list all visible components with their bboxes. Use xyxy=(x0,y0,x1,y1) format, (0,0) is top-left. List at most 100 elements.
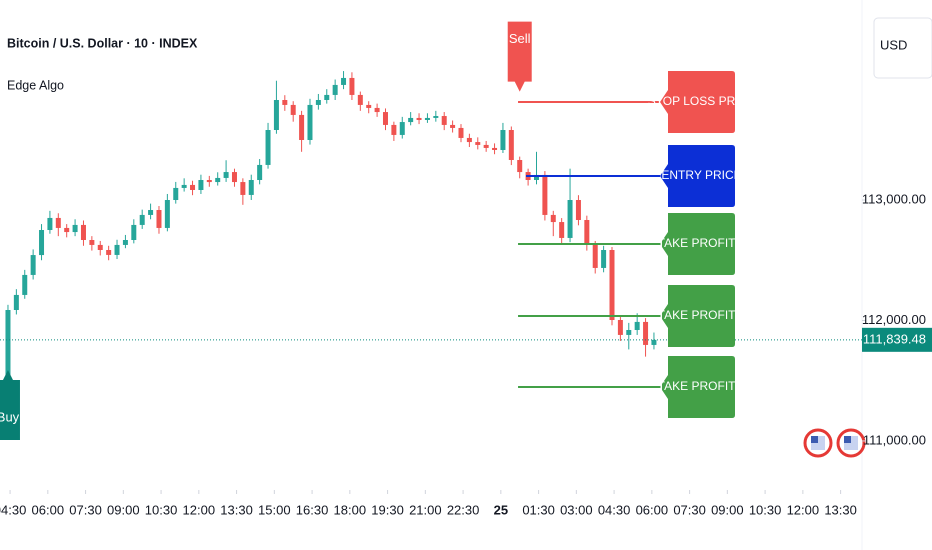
x-tick-label: 10:30 xyxy=(145,502,178,517)
x-tick-label: 13:30 xyxy=(824,502,857,517)
candle-body xyxy=(626,330,632,335)
candle-body xyxy=(492,147,498,150)
candle-body xyxy=(148,210,154,215)
x-tick-label: 01:30 xyxy=(522,502,555,517)
x-tick-label: 18:00 xyxy=(334,502,367,517)
x-tick-label: 06:00 xyxy=(32,502,65,517)
candle-body xyxy=(64,227,70,233)
last-price-box xyxy=(862,327,932,352)
flag-icon[interactable] xyxy=(836,428,866,458)
flag-icon[interactable] xyxy=(803,428,833,458)
x-tick-label: 22:30 xyxy=(447,502,480,517)
candle-body xyxy=(139,214,145,225)
x-tick-label: 06:00 xyxy=(636,502,669,517)
candle-body xyxy=(265,130,271,165)
x-tick-label: 03:00 xyxy=(560,502,593,517)
y-tick-label: 111,000.00 xyxy=(863,432,926,447)
currency-box[interactable] xyxy=(873,17,932,79)
candle-body xyxy=(248,180,254,195)
candle-body xyxy=(223,172,229,178)
candle-body xyxy=(559,222,565,238)
candle-body xyxy=(382,112,388,125)
candle-body xyxy=(475,142,481,145)
candle-body xyxy=(550,214,556,223)
candle-body xyxy=(651,339,657,345)
y-tick-label: 113,000.00 xyxy=(862,191,926,206)
candle-body xyxy=(114,244,120,255)
x-tick-label: 25 xyxy=(494,502,508,517)
candle-body xyxy=(450,124,456,128)
candle-body xyxy=(500,130,506,150)
candle-body xyxy=(30,255,36,275)
candle-body xyxy=(273,100,279,130)
candle-body xyxy=(282,100,288,105)
candle-body xyxy=(5,310,11,375)
candle-body xyxy=(483,144,489,148)
level-label-box xyxy=(660,71,735,134)
candle-body xyxy=(366,104,372,108)
candle-body xyxy=(399,122,405,135)
candle-body xyxy=(567,200,573,238)
candle-body xyxy=(173,187,179,200)
x-tick-label: 16:30 xyxy=(296,502,329,517)
x-tick-label: 19:30 xyxy=(371,502,404,517)
candle-body xyxy=(190,184,196,190)
candle-body xyxy=(617,320,623,335)
candle-body xyxy=(47,217,53,230)
candle-body xyxy=(240,182,246,195)
candle-body xyxy=(122,240,128,245)
level-label: TAKE PROFIT 1 xyxy=(658,236,746,250)
candle-body xyxy=(575,200,581,220)
candle-body xyxy=(601,250,607,268)
x-tick-label: 09:00 xyxy=(107,502,140,517)
candle-body xyxy=(332,84,338,95)
x-tick-label: 15:00 xyxy=(258,502,291,517)
candle-body xyxy=(215,177,221,183)
candle-body xyxy=(307,104,313,140)
candle-body xyxy=(324,94,330,100)
candle-body xyxy=(592,244,598,268)
candle-body xyxy=(357,94,363,105)
candle-body xyxy=(89,240,95,245)
candle-body xyxy=(634,321,640,330)
candle-body xyxy=(517,160,523,173)
candle-body xyxy=(72,224,78,233)
candle-body xyxy=(257,164,263,180)
candle-body xyxy=(349,77,355,95)
candle-body xyxy=(131,224,137,240)
last-price-label: 111,839.48 xyxy=(863,331,926,346)
currency[interactable]: USD xyxy=(880,37,907,52)
candle-body xyxy=(13,294,19,310)
candle-body xyxy=(55,217,61,228)
candle-body xyxy=(508,130,514,160)
signal-marker xyxy=(507,21,532,92)
candle-body xyxy=(609,250,615,320)
candle-body xyxy=(39,230,45,256)
x-tick-label: 12:00 xyxy=(787,502,820,517)
candle-body xyxy=(433,116,439,118)
candle-body xyxy=(542,174,548,215)
candle-body xyxy=(106,250,112,255)
candle-body xyxy=(315,100,321,105)
signal-marker xyxy=(0,370,20,440)
candle-body xyxy=(181,184,187,188)
candle-body xyxy=(408,117,414,123)
x-tick-label: 07:30 xyxy=(673,502,706,517)
candle-body xyxy=(198,180,204,190)
candle-body xyxy=(156,210,162,228)
indicator-name: Edge Algo xyxy=(7,78,64,92)
candle-body xyxy=(466,137,472,143)
candle-body xyxy=(341,77,347,85)
candle-body xyxy=(584,220,590,245)
candle-body xyxy=(206,180,212,183)
x-tick-label: 07:30 xyxy=(69,502,102,517)
chart-title: Bitcoin / U.S. Dollar · 10 · INDEX xyxy=(7,36,198,50)
candle-body xyxy=(231,172,237,183)
signal-label: Buy xyxy=(0,409,20,424)
candle-body xyxy=(391,124,397,135)
x-tick-label: 10:30 xyxy=(749,502,782,517)
candle-body xyxy=(97,244,103,250)
level-label-box xyxy=(660,145,735,208)
